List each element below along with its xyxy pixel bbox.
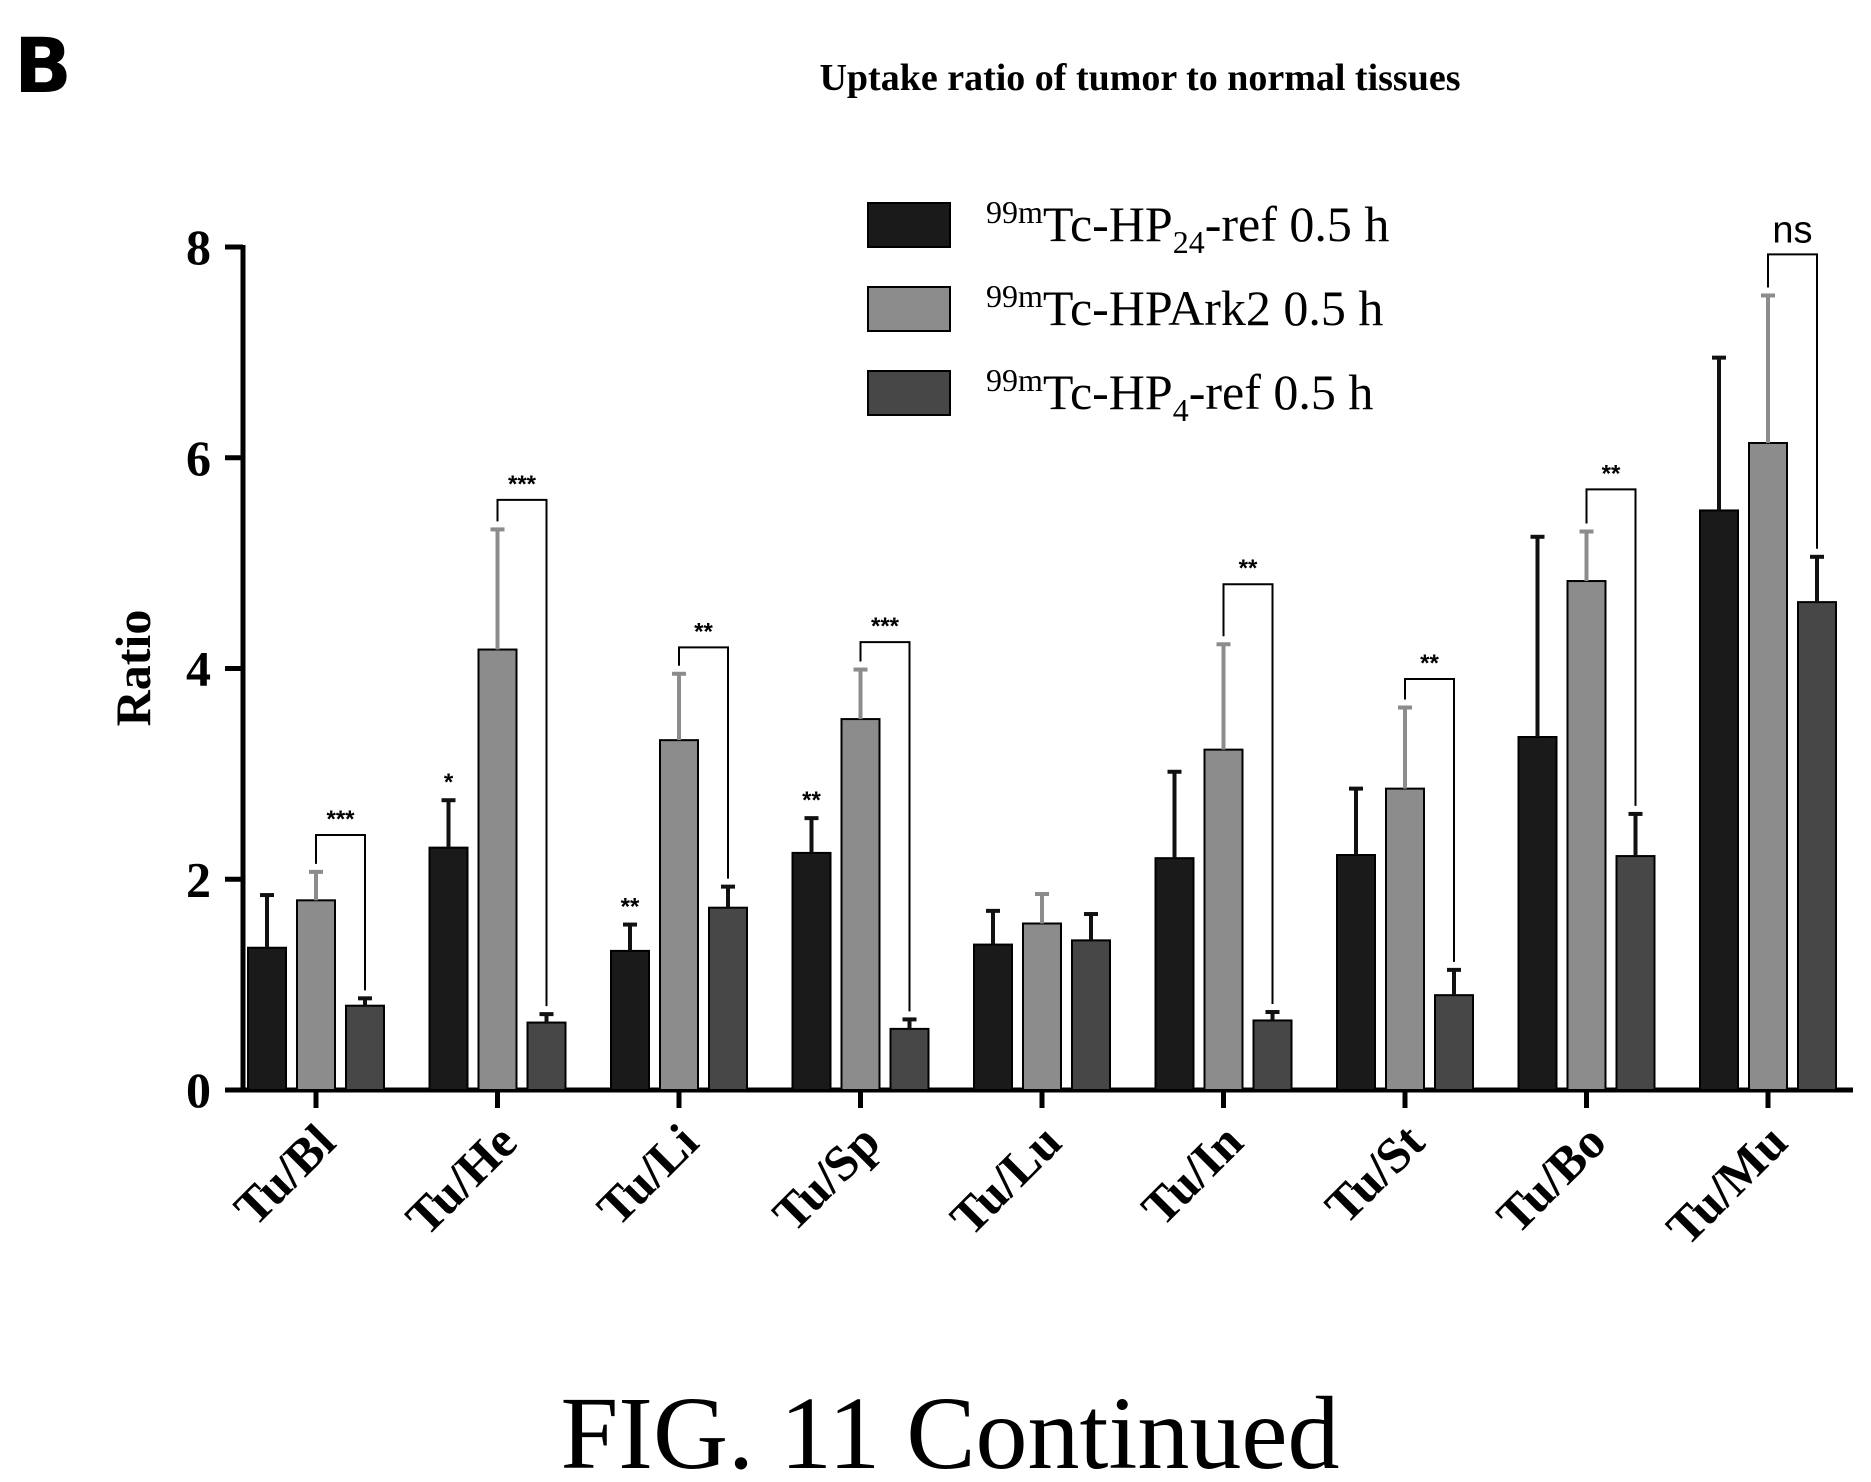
legend-swatch bbox=[867, 370, 951, 416]
legend-entry: 99mTc-HP24-ref 0.5 h bbox=[986, 194, 1389, 260]
significance-label: ** bbox=[694, 618, 713, 645]
bar bbox=[477, 648, 518, 1091]
bar bbox=[1385, 787, 1425, 1091]
annotations: **********************ns bbox=[315, 209, 1818, 1012]
bar bbox=[1071, 939, 1111, 1091]
figure-caption: FIG. 11 Continued bbox=[560, 1376, 1339, 1482]
bar bbox=[973, 943, 1013, 1092]
legend-swatch bbox=[867, 286, 951, 332]
significance-label: *** bbox=[326, 806, 355, 833]
significance-bracket bbox=[315, 833, 366, 991]
x-tick-label: Tu/Sp bbox=[762, 1113, 891, 1242]
y-axis-label: Ratio bbox=[105, 610, 161, 727]
y-tick-label: 0 bbox=[186, 1062, 211, 1118]
significance-bracket bbox=[1767, 253, 1818, 549]
significance-label: *** bbox=[871, 613, 900, 640]
bar bbox=[659, 739, 699, 1092]
significance-label: ** bbox=[1239, 555, 1258, 582]
significance-bracket bbox=[859, 641, 911, 1012]
bar bbox=[1699, 509, 1739, 1091]
chart-title: Uptake ratio of tumor to normal tissues bbox=[819, 57, 1460, 99]
bar bbox=[610, 949, 650, 1092]
x-tick-label: Tu/Lu bbox=[939, 1113, 1072, 1246]
bar bbox=[1203, 748, 1244, 1091]
significance-label: *** bbox=[508, 471, 537, 498]
significance-label: ** bbox=[1420, 650, 1439, 677]
bar bbox=[526, 1021, 567, 1091]
y-tick-label: 8 bbox=[186, 219, 211, 275]
bar bbox=[889, 1027, 930, 1091]
significance-label: ** bbox=[621, 894, 640, 921]
y-tick-label: 4 bbox=[186, 641, 211, 697]
legend-entry: 99mTc-HP4-ref 0.5 h bbox=[986, 362, 1373, 428]
bar bbox=[247, 946, 287, 1092]
bar bbox=[708, 906, 748, 1091]
significance-bracket bbox=[1404, 678, 1455, 962]
bar bbox=[840, 718, 881, 1092]
legend: 99mTc-HP24-ref 0.5 h 99mTc-HPArk2 0.5 h 99… bbox=[867, 194, 1389, 428]
significance-bracket bbox=[1585, 488, 1637, 806]
x-tick-label: Tu/Mu bbox=[1655, 1113, 1797, 1255]
bar bbox=[1252, 1019, 1293, 1092]
significance-label: ns bbox=[1772, 209, 1812, 251]
x-tick-label: Tu/Li bbox=[586, 1113, 709, 1236]
x-tick-label: Tu/He bbox=[395, 1113, 528, 1246]
bar bbox=[1434, 994, 1474, 1091]
bar bbox=[345, 1004, 385, 1092]
bar bbox=[1615, 855, 1656, 1091]
bars bbox=[247, 293, 1837, 1092]
x-tick-label: Tu/St bbox=[1314, 1113, 1435, 1234]
bar bbox=[1517, 735, 1558, 1092]
significance-bracket bbox=[1222, 583, 1274, 1005]
bar bbox=[1748, 441, 1788, 1091]
significance-label: ** bbox=[802, 787, 821, 814]
bar bbox=[791, 851, 832, 1091]
x-tick-label: Tu/In bbox=[1130, 1113, 1253, 1236]
bar bbox=[428, 846, 469, 1092]
significance-label: ** bbox=[1602, 460, 1621, 487]
significance-bracket bbox=[496, 498, 548, 1007]
significance-bracket bbox=[678, 646, 729, 879]
bar bbox=[1336, 854, 1376, 1091]
bar bbox=[1022, 922, 1062, 1091]
bar bbox=[1154, 857, 1195, 1091]
bar bbox=[1566, 580, 1607, 1091]
significance-label: * bbox=[444, 769, 454, 796]
legend-swatch bbox=[867, 202, 951, 248]
panel-label: B bbox=[14, 21, 72, 110]
bar bbox=[1797, 601, 1837, 1092]
bar bbox=[296, 899, 336, 1092]
y-tick-label: 2 bbox=[186, 851, 211, 907]
y-tick-label: 6 bbox=[186, 430, 211, 486]
x-tick-label: Tu/Bo bbox=[1486, 1113, 1617, 1244]
x-tick-label: Tu/Bl bbox=[223, 1113, 346, 1236]
legend-entry: 99mTc-HPArk2 0.5 h bbox=[986, 278, 1383, 336]
